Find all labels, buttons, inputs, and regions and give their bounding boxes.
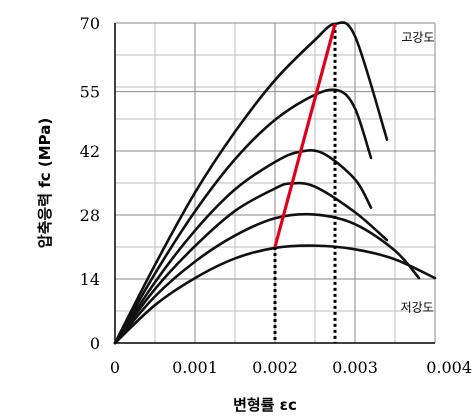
series-line-4 xyxy=(113,149,373,345)
x-tick-label: 0.004 xyxy=(426,358,472,377)
y-tick-label: 14 xyxy=(80,270,100,289)
x-tick-label: 0.001 xyxy=(172,358,218,377)
curves xyxy=(113,21,437,345)
series-line-3 xyxy=(113,181,389,345)
y-axis-label: 압축응력 fc (MPa) xyxy=(36,118,54,248)
peak-strain-line xyxy=(273,23,337,248)
y-tick-label: 0 xyxy=(90,334,100,353)
y-tick-label: 28 xyxy=(80,206,100,225)
highlight xyxy=(273,23,337,343)
axes xyxy=(114,23,435,344)
series-line-6 xyxy=(113,21,389,345)
y-tick-label: 55 xyxy=(80,83,100,102)
x-tick-label: 0.003 xyxy=(332,358,378,377)
labels: 0 14 28 42 55 70 0 0.001 0.002 0.003 0.004 변형률 εc 압축… xyxy=(36,14,472,414)
annotation-high-strength: 고강도 xyxy=(401,31,434,45)
x-tick-label: 0 xyxy=(110,358,120,377)
x-axis-label: 변형률 εc xyxy=(233,396,297,414)
series-line-2 xyxy=(113,212,421,345)
annotation-low-strength: 저강도 xyxy=(401,300,434,314)
y-tick-label: 70 xyxy=(80,14,100,33)
y-tick-label: 42 xyxy=(80,142,100,161)
series-line-5 xyxy=(113,88,373,345)
x-tick-label: 0.002 xyxy=(252,358,298,377)
